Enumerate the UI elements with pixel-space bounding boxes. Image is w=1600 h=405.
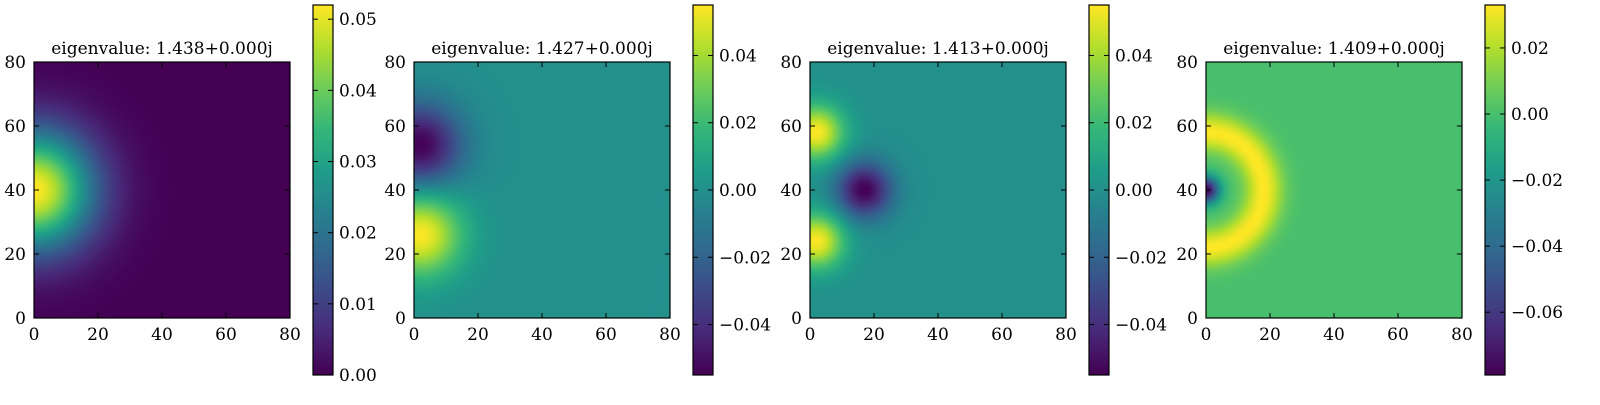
- colorbar-gradient: [1089, 5, 1109, 375]
- colorbar-tick-label: 0.04: [1115, 46, 1153, 66]
- x-tick-label: 80: [1055, 325, 1077, 345]
- colorbar-tick-label: −0.02: [1511, 171, 1563, 191]
- x-tick-label: 0: [29, 325, 40, 345]
- y-tick-label: 20: [780, 245, 802, 265]
- y-tick-label: 80: [1176, 53, 1198, 73]
- x-tick-label: 0: [409, 325, 420, 345]
- x-tick-label: 60: [991, 325, 1013, 345]
- heatmap-image: [1206, 62, 1462, 318]
- panel-4: eigenvalue: 1.409+0.000j 0 20 40 60 80 0 20 40 60…: [1176, 4, 1563, 376]
- x-tick-label: 60: [595, 325, 617, 345]
- colorbar: −0.04 −0.02 0.00 0.02 0.04: [692, 4, 771, 376]
- colorbar-tick-label: 0.04: [719, 46, 757, 66]
- colorbar-gradient: [313, 5, 333, 375]
- colorbar-tick-label: 0.02: [1511, 39, 1549, 59]
- y-tick-label: 20: [384, 245, 406, 265]
- x-tick-label: 80: [1451, 325, 1473, 345]
- panel-title: eigenvalue: 1.438+0.000j: [51, 39, 273, 59]
- x-tick-label: 0: [1201, 325, 1212, 345]
- y-tick-label: 60: [384, 117, 406, 137]
- colorbar-tick-label: −0.02: [1115, 248, 1167, 268]
- y-tick-label: 0: [15, 309, 26, 329]
- colorbar-tick-label: −0.06: [1511, 303, 1563, 323]
- colorbar-gradient: [693, 5, 713, 375]
- colorbar: −0.04 −0.02 0.00 0.02 0.04: [1088, 4, 1167, 376]
- panel-title: eigenvalue: 1.427+0.000j: [431, 39, 653, 59]
- x-tick-label: 0: [805, 325, 816, 345]
- x-tick-label: 80: [659, 325, 681, 345]
- y-tick-label: 60: [4, 117, 26, 137]
- panel-1: eigenvalue: 1.438+0.000j 0 20 40 60 80 0 20 40 60…: [4, 4, 377, 386]
- y-tick-label: 80: [384, 53, 406, 73]
- colorbar-tick-label: 0.00: [339, 366, 377, 386]
- colorbar-tick-label: 0.00: [1511, 105, 1549, 125]
- x-tick-label: 20: [87, 325, 109, 345]
- colorbar-tick-label: 0.01: [339, 295, 377, 315]
- colorbar-tick-label: −0.04: [1511, 237, 1563, 257]
- colorbar-tick-label: 0.00: [1115, 181, 1153, 201]
- y-tick-label: 0: [791, 309, 802, 329]
- x-tick-label: 60: [1387, 325, 1409, 345]
- y-tick-label: 40: [780, 181, 802, 201]
- x-tick-label: 20: [863, 325, 885, 345]
- x-tick-label: 40: [1323, 325, 1345, 345]
- colorbar-frame: [312, 4, 334, 376]
- y-tick-label: 60: [1176, 117, 1198, 137]
- y-tick-label: 40: [1176, 181, 1198, 201]
- colorbar-tick-label: 0.03: [339, 153, 377, 173]
- y-tick-label: 0: [395, 309, 406, 329]
- colorbar-tick-label: 0.04: [339, 81, 377, 101]
- y-tick-label: 80: [780, 53, 802, 73]
- y-tick-label: 60: [780, 117, 802, 137]
- panel-2: eigenvalue: 1.427+0.000j 0 20 40 60 80 0 20 40 60…: [384, 4, 771, 376]
- y-tick-label: 20: [4, 245, 26, 265]
- heatmap-image: [414, 62, 670, 318]
- y-tick-label: 40: [384, 181, 406, 201]
- y-tick-label: 40: [4, 181, 26, 201]
- heatmap-image: [810, 62, 1066, 318]
- colorbar: −0.06 −0.04 −0.02 0.00 0.02: [1484, 4, 1563, 376]
- colorbar-tick-label: −0.04: [719, 316, 771, 336]
- x-tick-label: 40: [927, 325, 949, 345]
- colorbar: 0.00 0.01 0.02 0.03 0.04 0.05: [312, 4, 377, 386]
- colorbar-gradient: [1485, 5, 1505, 375]
- colorbar-tick-label: 0.02: [1115, 114, 1153, 134]
- x-tick-label: 80: [279, 325, 301, 345]
- heatmap-image: [34, 62, 290, 318]
- panel-title: eigenvalue: 1.409+0.000j: [1223, 39, 1445, 59]
- x-tick-label: 40: [531, 325, 553, 345]
- y-tick-label: 20: [1176, 245, 1198, 265]
- panel-title: eigenvalue: 1.413+0.000j: [827, 39, 1049, 59]
- panel-3: eigenvalue: 1.413+0.000j 0 20 40 60 80 0 20 40 60…: [780, 4, 1167, 376]
- colorbar-tick-label: 0.00: [719, 181, 757, 201]
- x-tick-label: 20: [467, 325, 489, 345]
- colorbar-tick-label: 0.05: [339, 10, 377, 30]
- x-tick-label: 20: [1259, 325, 1281, 345]
- colorbar-tick-label: −0.02: [719, 248, 771, 268]
- colorbar-tick-label: 0.02: [339, 224, 377, 244]
- colorbar-frame: [1484, 4, 1506, 376]
- x-tick-label: 40: [151, 325, 173, 345]
- x-tick-label: 60: [215, 325, 237, 345]
- y-tick-label: 0: [1187, 309, 1198, 329]
- y-tick-label: 80: [4, 53, 26, 73]
- colorbar-tick-label: 0.02: [719, 114, 757, 134]
- colorbar-tick-label: −0.04: [1115, 316, 1167, 336]
